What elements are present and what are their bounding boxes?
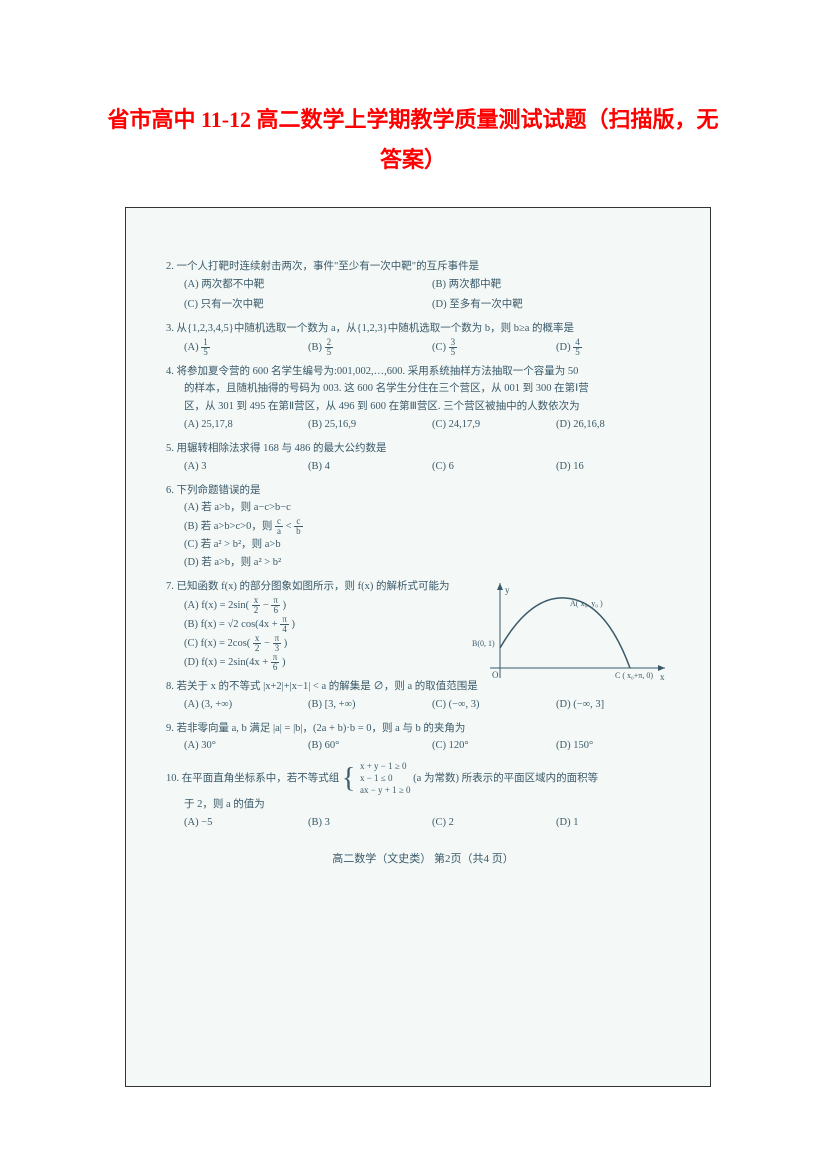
q10-opt-b: (B) 3 (308, 814, 432, 832)
graph-point-c: C ( x₀+π, 0) (615, 671, 653, 680)
q2-opt-a: (A) 两次都不中靶 (184, 276, 432, 294)
scan-content: 2. 一个人打靶时连续射击两次，事件"至少有一次中靶"的互斥事件是 (A) 两次… (166, 258, 680, 868)
q3-opt-c: (C) 35 (432, 338, 556, 357)
q8-opt-a: (A) (3, +∞) (184, 696, 308, 714)
q10-system: x + y − 1 ≥ 0 x − 1 ≤ 0 ax − y + 1 ≥ 0 (360, 761, 411, 796)
q4-opt-c: (C) 24,17,9 (432, 416, 556, 434)
graph-point-b: B(0, 1) (472, 639, 495, 648)
q9-opt-a: (A) 30° (184, 737, 308, 755)
document-title: 省市高中 11-12 高二数学上学期教学质量测试试题（扫描版，无 答案） (0, 0, 826, 189)
graph-y-label: y (505, 585, 510, 595)
q7-graph: y x A( x₀, y₀ ) B(0, 1) C ( x₀+π, 0) O (470, 578, 670, 698)
q7-opt-d: (D) f(x) = 2sin(4x + π6 ) (184, 653, 433, 672)
title-line-2: 答案） (60, 140, 766, 180)
q2-opt-c: (C) 只有一次中靶 (184, 296, 432, 314)
question-5: 5. 用辗转相除法求得 168 与 486 的最大公约数是 (A) 3 (B) … (166, 440, 680, 476)
q4-l2: 的样本，且随机抽得的号码为 003. 这 600 名学生分住在三个营区，从 00… (184, 380, 680, 398)
q7-opt-a: (A) f(x) = 2sin( x2 − π6 ) (184, 596, 433, 615)
q4-opt-b: (B) 25,16,9 (308, 416, 432, 434)
question-4: 4. 将参加夏令营的 600 名学生编号为:001,002,…,600. 采用系… (166, 363, 680, 434)
q5-stem: 5. 用辗转相除法求得 168 与 486 的最大公约数是 (166, 440, 680, 458)
brace-icon: { (342, 766, 355, 791)
q9-opt-c: (C) 120° (432, 737, 556, 755)
q2-opt-d: (D) 至多有一次中靶 (432, 296, 680, 314)
q6-opt-a: (A) 若 a>b，则 a−c>b−c (184, 499, 680, 517)
q10-opt-a: (A) −5 (184, 814, 308, 832)
question-7: 7. 已知函数 f(x) 的部分图象如图所示，则 f(x) 的解析式可能为 (A… (166, 578, 680, 672)
question-9: 9. 若非零向量 a, b 满足 |a| = |b|，(2a + b)·b = … (166, 720, 680, 756)
q4-opt-d: (D) 26,16,8 (556, 416, 680, 434)
title-line-1: 省市高中 11-12 高二数学上学期教学质量测试试题（扫描版，无 (60, 100, 766, 140)
q8-opt-d: (D) (−∞, 3] (556, 696, 680, 714)
graph-point-a: A( x₀, y₀ ) (570, 599, 603, 608)
q4-opt-a: (A) 25,17,8 (184, 416, 308, 434)
q9-opt-b: (B) 60° (308, 737, 432, 755)
q8-opt-b: (B) [3, +∞) (308, 696, 432, 714)
graph-origin: O (492, 670, 499, 680)
q4-l1: 4. 将参加夏令营的 600 名学生编号为:001,002,…,600. 采用系… (166, 363, 680, 381)
q6-opt-c: (C) 若 a² > b²，则 a>b (184, 536, 680, 554)
q10-l1: 10. 在平面直角坐标系中，若不等式组 { x + y − 1 ≥ 0 x − … (166, 761, 680, 796)
question-2: 2. 一个人打靶时连续射击两次，事件"至少有一次中靶"的互斥事件是 (A) 两次… (166, 258, 680, 314)
graph-x-label: x (660, 672, 665, 682)
question-10: 10. 在平面直角坐标系中，若不等式组 { x + y − 1 ≥ 0 x − … (166, 761, 680, 832)
question-3: 3. 从{1,2,3,4,5}中随机选取一个数为 a，从{1,2,3}中随机选取… (166, 320, 680, 357)
q7-opt-b: (B) f(x) = √2 cos(4x + π4 ) (184, 615, 433, 634)
q3-opt-b: (B) 25 (308, 338, 432, 357)
q2-stem: 2. 一个人打靶时连续射击两次，事件"至少有一次中靶"的互斥事件是 (166, 258, 680, 276)
q9-opt-d: (D) 150° (556, 737, 680, 755)
q3-opt-a: (A) 15 (184, 338, 308, 357)
q10-opt-c: (C) 2 (432, 814, 556, 832)
q10-l2: 于 2，则 a 的值为 (184, 796, 680, 814)
q4-l3: 区，从 301 到 495 在第Ⅱ营区，从 496 到 600 在第Ⅲ营区. 三… (184, 398, 680, 416)
question-6: 6. 下列命题错误的是 (A) 若 a>b，则 a−c>b−c (B) 若 a>… (166, 482, 680, 572)
q5-opt-a: (A) 3 (184, 458, 308, 476)
q3-stem: 3. 从{1,2,3,4,5}中随机选取一个数为 a，从{1,2,3}中随机选取… (166, 320, 680, 338)
page-footer: 高二数学（文史类） 第2页（共4 页） (166, 850, 680, 869)
q9-stem: 9. 若非零向量 a, b 满足 |a| = |b|，(2a + b)·b = … (166, 720, 680, 738)
q2-opt-b: (B) 两次都中靶 (432, 276, 680, 294)
q7-opt-c: (C) f(x) = 2cos( x2 − π3 ) (184, 634, 433, 653)
q10-opt-d: (D) 1 (556, 814, 680, 832)
q3-opt-d: (D) 45 (556, 338, 680, 357)
q5-opt-c: (C) 6 (432, 458, 556, 476)
q6-stem: 6. 下列命题错误的是 (166, 482, 680, 500)
q8-opt-c: (C) (−∞, 3) (432, 696, 556, 714)
scanned-page: 2. 一个人打靶时连续射击两次，事件"至少有一次中靶"的互斥事件是 (A) 两次… (125, 207, 711, 1087)
q5-opt-b: (B) 4 (308, 458, 432, 476)
q6-opt-d: (D) 若 a>b，则 a² > b² (184, 554, 680, 572)
q6-opt-b: (B) 若 a>b>c>0，则 ca < cb (184, 517, 680, 536)
q5-opt-d: (D) 16 (556, 458, 680, 476)
